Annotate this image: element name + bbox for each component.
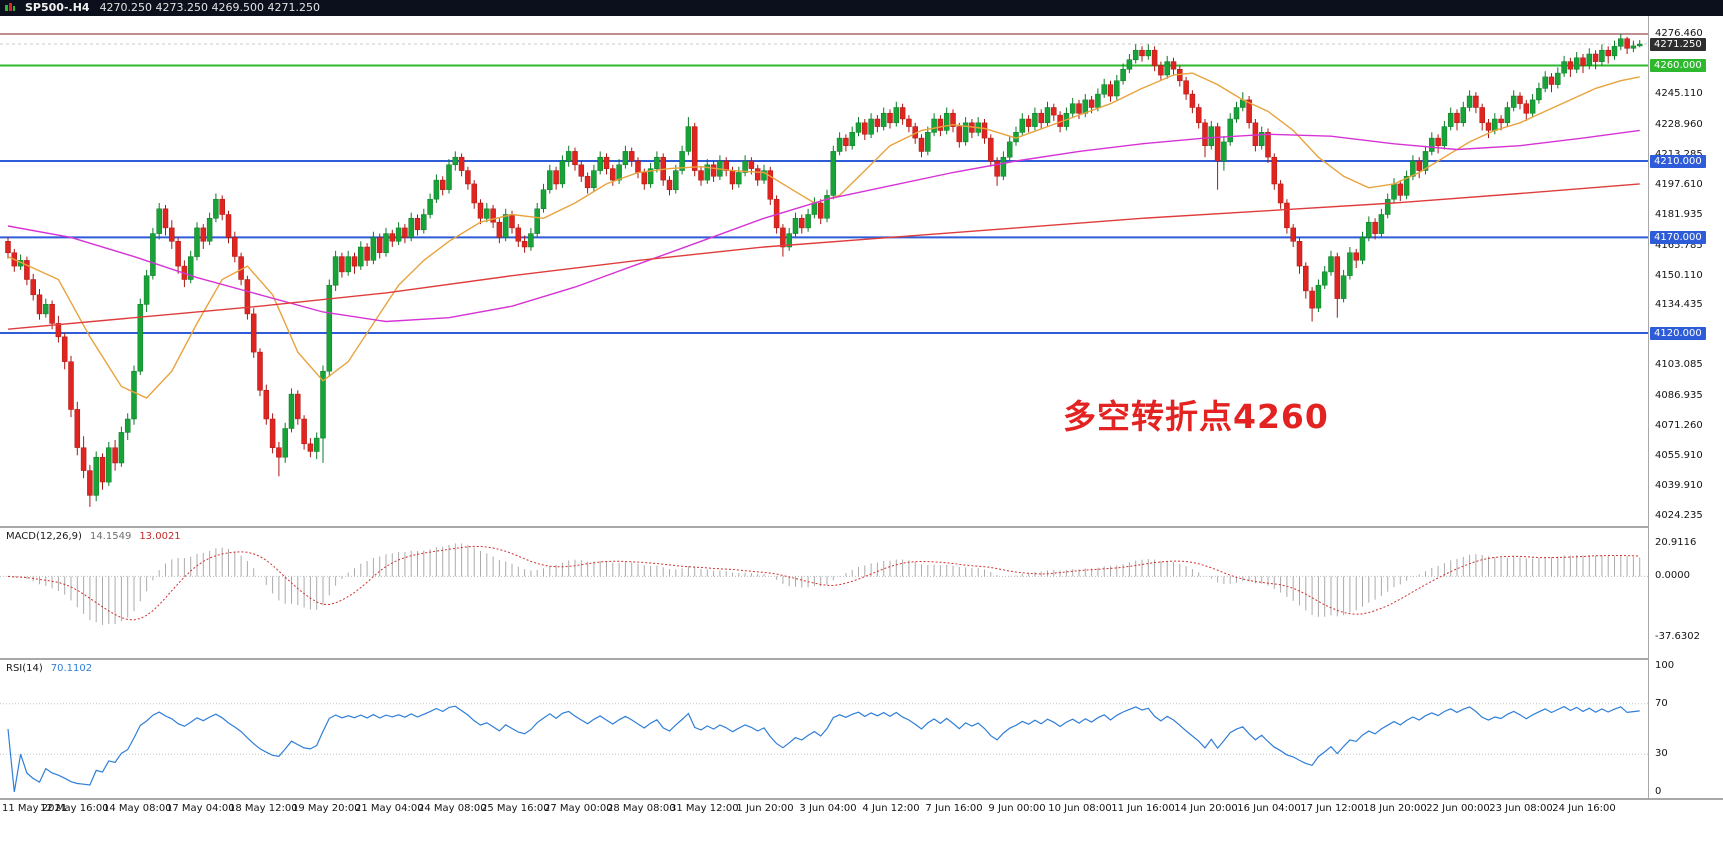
price-tag: 4271.250: [1650, 37, 1706, 51]
time-axis-label: 9 Jun 00:00: [988, 803, 1046, 814]
time-axis-label: 10 Jun 08:00: [1048, 803, 1112, 814]
axis-tick-label: 70: [1655, 697, 1668, 709]
axis-tick-label: 4039.910: [1655, 480, 1703, 491]
macd-pane[interactable]: [0, 528, 1648, 658]
rsi-pane[interactable]: [0, 660, 1648, 798]
time-axis-label: 1 Jun 20:00: [736, 803, 794, 814]
price-tag: 4120.000: [1650, 326, 1706, 340]
axis-tick-label: 4181.935: [1655, 208, 1703, 220]
axis-tick-label: 4276.460: [1655, 28, 1703, 39]
time-axis-label: 18 May 12:00: [229, 803, 298, 814]
price-tag: 4260.000: [1650, 59, 1706, 72]
time-axis-label: 11 May 2021: [2, 803, 68, 814]
chart-window-icon: [5, 3, 15, 13]
time-axis-label: 7 Jun 16:00: [925, 803, 983, 814]
time-axis-label: 24 Jun 16:00: [1552, 803, 1616, 814]
time-axis-label: 19 May 20:00: [292, 803, 361, 814]
time-axis-label: 17 Jun 12:00: [1300, 803, 1364, 814]
pane-resize-handle[interactable]: [0, 658, 1723, 660]
macd-name: MACD(12,26,9): [6, 531, 82, 542]
axis-tick-label: 4024.235: [1655, 510, 1703, 521]
time-axis-label: 16 Jun 04:00: [1237, 803, 1301, 814]
time-axis-label: 12 May 16:00: [40, 803, 109, 814]
axis-tick-label: 4213.285: [1655, 149, 1703, 161]
axis-tick-label: 4134.435: [1655, 299, 1703, 311]
time-axis-label: 17 May 04:00: [166, 803, 235, 814]
rsi-name: RSI(14): [6, 663, 43, 674]
time-axis-label: 21 May 04:00: [355, 803, 424, 814]
time-axis-label: 27 May 00:00: [544, 803, 613, 814]
main-price-pane[interactable]: [0, 16, 1648, 526]
rsi-value: 70.1102: [50, 663, 93, 674]
time-axis-label: 18 Jun 20:00: [1363, 803, 1427, 814]
time-axis-label: 31 May 12:00: [670, 803, 739, 814]
macd-main-value: 14.1549: [89, 531, 132, 542]
axis-tick-label: 4150.110: [1655, 269, 1703, 281]
macd-signal-value: 13.0021: [139, 531, 181, 542]
time-axis-label: 24 May 08:00: [418, 803, 487, 814]
axis-tick-label: -37.6302: [1655, 631, 1700, 643]
time-axis-label: 14 Jun 20:00: [1174, 803, 1238, 814]
axis-tick-label: 0: [1655, 786, 1662, 797]
axis-tick-label: 4245.110: [1655, 87, 1703, 99]
time-axis-label: 3 Jun 04:00: [799, 803, 857, 814]
time-axis-label: 22 Jun 00:00: [1426, 803, 1490, 814]
rsi-label: RSI(14) 70.1102: [6, 663, 100, 674]
price-axis[interactable]: 4276.460 4245.110 4228.960 4213.285 4197.610…: [1649, 16, 1723, 798]
axis-tick-label: 4197.610: [1655, 178, 1703, 190]
axis-tick-label: 30: [1655, 748, 1668, 760]
ohlc-readout: 4270.250 4273.250 4269.500 4271.250: [99, 1, 320, 14]
axis-tick-label: 4165.785: [1655, 239, 1703, 251]
time-axis-label: 14 May 08:00: [103, 803, 172, 814]
time-axis-label: 11 Jun 16:00: [1111, 803, 1175, 814]
axis-tick-label: 4086.935: [1655, 390, 1703, 402]
macd-label: MACD(12,26,9) 14.1549 13.0021: [6, 531, 189, 542]
pane-separator: [0, 798, 1723, 800]
axis-tick-label: 4103.085: [1655, 359, 1703, 371]
pane-resize-handle[interactable]: [0, 526, 1723, 528]
chart-titlebar[interactable]: SP500-.H4 4270.250 4273.250 4269.500 427…: [0, 0, 1723, 16]
price-tag: 4210.000: [1650, 154, 1706, 168]
time-axis-label: 23 Jun 08:00: [1489, 803, 1553, 814]
axis-tick-label: 4055.910: [1655, 449, 1703, 461]
time-axis-label: 4 Jun 12:00: [862, 803, 920, 814]
chart-annotation-text[interactable]: 多空转折点4260: [1063, 397, 1329, 436]
axis-tick-label: 4228.960: [1655, 118, 1703, 130]
axis-tick-label: 0.0000: [1655, 570, 1690, 582]
price-axis-border: [1648, 16, 1649, 800]
axis-tick-label: 20.9116: [1655, 536, 1697, 548]
time-axis-label: 25 May 16:00: [481, 803, 550, 814]
axis-tick-label: 4071.260: [1655, 420, 1703, 432]
axis-tick-label: 100: [1655, 660, 1675, 671]
time-axis[interactable]: 11 May 2021 12 May 16:00 14 May 08:00 17 Ma…: [0, 800, 1723, 841]
time-axis-label: 28 May 08:00: [607, 803, 676, 814]
symbol-period-label: SP500-.H4: [25, 1, 90, 14]
price-tag: 4170.000: [1650, 230, 1706, 244]
